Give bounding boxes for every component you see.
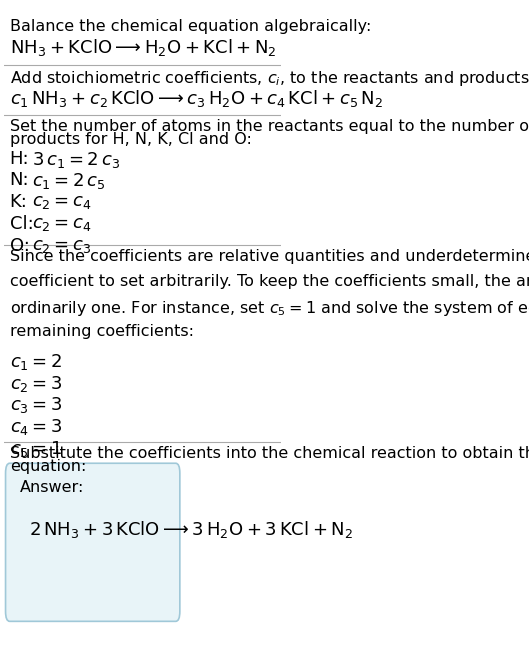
Text: H:: H:	[10, 149, 29, 167]
Text: $\mathrm{NH_3 + KClO} \longrightarrow \mathrm{H_2O + KCl + N_2}$: $\mathrm{NH_3 + KClO} \longrightarrow \m…	[10, 37, 276, 58]
Text: $c_1 = 2$: $c_1 = 2$	[10, 352, 62, 372]
Text: Substitute the coefficients into the chemical reaction to obtain the balanced: Substitute the coefficients into the che…	[10, 446, 529, 461]
Text: ordinarily one. For instance, set $c_5 = 1$ and solve the system of equations fo: ordinarily one. For instance, set $c_5 =…	[10, 299, 529, 317]
Text: $c_1 = 2\,c_5$: $c_1 = 2\,c_5$	[32, 171, 106, 191]
Text: equation:: equation:	[10, 460, 86, 474]
Text: $c_4 = 3$: $c_4 = 3$	[10, 417, 62, 437]
Text: Cl:: Cl:	[10, 215, 33, 233]
Text: $2\,\mathrm{NH_3} + 3\,\mathrm{KClO} \longrightarrow 3\,\mathrm{H_2O} + 3\,\math: $2\,\mathrm{NH_3} + 3\,\mathrm{KClO} \lo…	[29, 519, 353, 540]
Text: $c_2 = 3$: $c_2 = 3$	[10, 374, 62, 394]
Text: remaining coefficients:: remaining coefficients:	[10, 323, 194, 339]
FancyBboxPatch shape	[5, 464, 180, 622]
Text: $c_2 = c_4$: $c_2 = c_4$	[32, 215, 92, 233]
Text: $c_1\,\mathrm{NH_3} + c_2\,\mathrm{KClO} \longrightarrow c_3\,\mathrm{H_2O} + c_: $c_1\,\mathrm{NH_3} + c_2\,\mathrm{KClO}…	[10, 89, 383, 109]
Text: coefficient to set arbitrarily. To keep the coefficients small, the arbitrary va: coefficient to set arbitrarily. To keep …	[10, 273, 529, 289]
Text: $c_2 = c_3$: $c_2 = c_3$	[32, 237, 91, 255]
Text: $c_5 = 1$: $c_5 = 1$	[10, 439, 62, 459]
Text: products for H, N, K, Cl and O:: products for H, N, K, Cl and O:	[10, 132, 252, 147]
Text: $c_2 = c_4$: $c_2 = c_4$	[32, 193, 92, 211]
Text: Add stoichiometric coefficients, $c_i$, to the reactants and products:: Add stoichiometric coefficients, $c_i$, …	[10, 69, 529, 88]
Text: Balance the chemical equation algebraically:: Balance the chemical equation algebraica…	[10, 19, 371, 34]
Text: O:: O:	[10, 237, 30, 255]
Text: $c_3 = 3$: $c_3 = 3$	[10, 396, 62, 416]
Text: Set the number of atoms in the reactants equal to the number of atoms in the: Set the number of atoms in the reactants…	[10, 119, 529, 134]
Text: Since the coefficients are relative quantities and underdetermined, choose a: Since the coefficients are relative quan…	[10, 249, 529, 263]
Text: $3\,c_1 = 2\,c_3$: $3\,c_1 = 2\,c_3$	[32, 149, 120, 169]
Text: N:: N:	[10, 171, 29, 189]
Text: Answer:: Answer:	[20, 480, 84, 495]
Text: K:: K:	[10, 193, 28, 211]
